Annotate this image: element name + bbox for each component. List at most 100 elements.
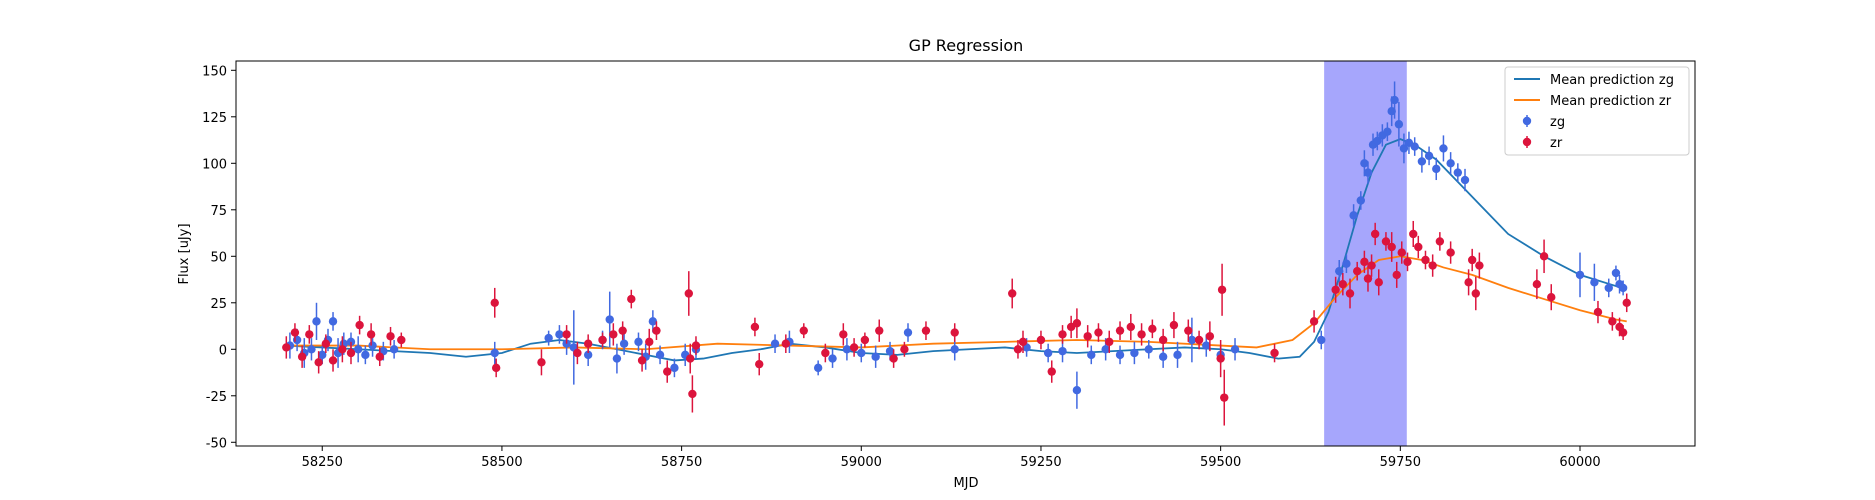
data-point: [397, 335, 406, 345]
data-point: [1148, 324, 1157, 334]
y-tick-label: -25: [206, 390, 227, 405]
data-point: [583, 339, 593, 348]
shaded-span-layer: [1324, 61, 1407, 446]
data-point: [885, 346, 895, 356]
data-point: [1220, 393, 1229, 402]
data-point: [1317, 335, 1326, 345]
data-point: [1387, 242, 1396, 252]
x-tick-label: 59000: [841, 455, 882, 470]
data-point: [857, 348, 866, 358]
legend-swatch-marker: [1522, 116, 1532, 126]
legend: Mean prediction zg Mean prediction zr zg zr: [1504, 66, 1690, 156]
plot-frame: [235, 60, 1696, 447]
x-tick-label: 59750: [1380, 455, 1421, 470]
data-point: [282, 343, 291, 352]
data-point: [1158, 352, 1168, 361]
data-point: [555, 330, 564, 339]
data-point: [1158, 335, 1168, 345]
tick-layer: 58250 58500 58750 59000 59250 59500 59750 60000…: [202, 64, 1601, 470]
data-point: [1217, 285, 1227, 294]
legend-label: Mean prediction zr: [1550, 94, 1672, 109]
data-point: [1387, 107, 1396, 116]
data-point: [1126, 322, 1136, 332]
data-point: [1230, 345, 1240, 354]
data-point: [1410, 142, 1419, 151]
legend-label: zg: [1550, 115, 1565, 130]
x-tick-label: 58250: [302, 455, 343, 470]
data-point: [900, 345, 909, 354]
data-point: [1363, 168, 1373, 177]
data-point: [491, 363, 501, 373]
legend-swatch-marker: [1522, 137, 1532, 147]
data-point: [1363, 274, 1373, 283]
data-point: [305, 330, 314, 339]
data-point: [1446, 159, 1455, 168]
y-tick-label: 125: [202, 111, 227, 126]
data-point: [1345, 289, 1355, 298]
data-point: [366, 330, 376, 339]
data-point: [1115, 326, 1125, 335]
x-tick-label: 60000: [1559, 455, 1600, 470]
data-point: [544, 333, 553, 343]
data-point: [860, 335, 870, 345]
data-point: [634, 337, 643, 347]
data-point: [627, 294, 636, 304]
chart-title: GP Regression: [909, 36, 1024, 55]
data-point: [321, 339, 331, 348]
data-point: [1008, 289, 1017, 298]
data-point: [686, 354, 695, 363]
x-tick-label: 59500: [1200, 455, 1241, 470]
data-point: [1446, 248, 1455, 257]
data-point: [1394, 120, 1404, 129]
data-point: [1130, 348, 1139, 358]
y-tick-label: 75: [210, 204, 227, 219]
data-point: [921, 326, 931, 335]
data-point: [688, 389, 697, 399]
data-point: [1392, 270, 1401, 280]
data-point: [1043, 348, 1053, 358]
data-point: [1464, 278, 1473, 287]
data-point: [1399, 144, 1409, 153]
data-point: [346, 348, 356, 358]
data-point: [1622, 298, 1631, 307]
data-point: [839, 330, 848, 339]
data-point: [1331, 285, 1340, 294]
data-point: [1618, 328, 1628, 337]
data-point: [1270, 348, 1279, 358]
data-point: [1383, 127, 1392, 136]
data-point: [609, 330, 618, 339]
data-point: [1173, 350, 1182, 360]
data-point: [612, 354, 622, 363]
data-point: [1471, 289, 1480, 298]
data-point: [1105, 337, 1114, 347]
data-point: [361, 350, 370, 360]
data-point: [1169, 320, 1179, 330]
data-point: [1353, 266, 1362, 276]
data-point: [1374, 278, 1383, 287]
data-point: [1058, 330, 1067, 339]
data-point: [1335, 266, 1344, 276]
data-point: [292, 335, 302, 345]
data-point: [1608, 317, 1617, 326]
data-point: [1115, 350, 1125, 360]
data-point: [355, 320, 364, 330]
data-point: [950, 345, 959, 354]
data-point: [655, 350, 665, 360]
data-point: [670, 363, 679, 373]
data-point: [1094, 328, 1103, 337]
data-point: [1144, 345, 1153, 354]
data-point: [537, 358, 546, 367]
y-tick-label: 0: [219, 343, 227, 358]
data-point: [1018, 337, 1028, 347]
data-point: [1047, 367, 1056, 376]
data-point: [770, 339, 780, 348]
data-point: [1137, 330, 1146, 339]
data-point: [663, 367, 672, 376]
data-point: [314, 358, 323, 367]
data-point: [1101, 345, 1110, 354]
data-point: [871, 352, 880, 361]
data-point: [1424, 151, 1434, 161]
series-line: [286, 255, 1627, 351]
data-point: [1381, 237, 1391, 246]
data-point: [1356, 196, 1365, 205]
